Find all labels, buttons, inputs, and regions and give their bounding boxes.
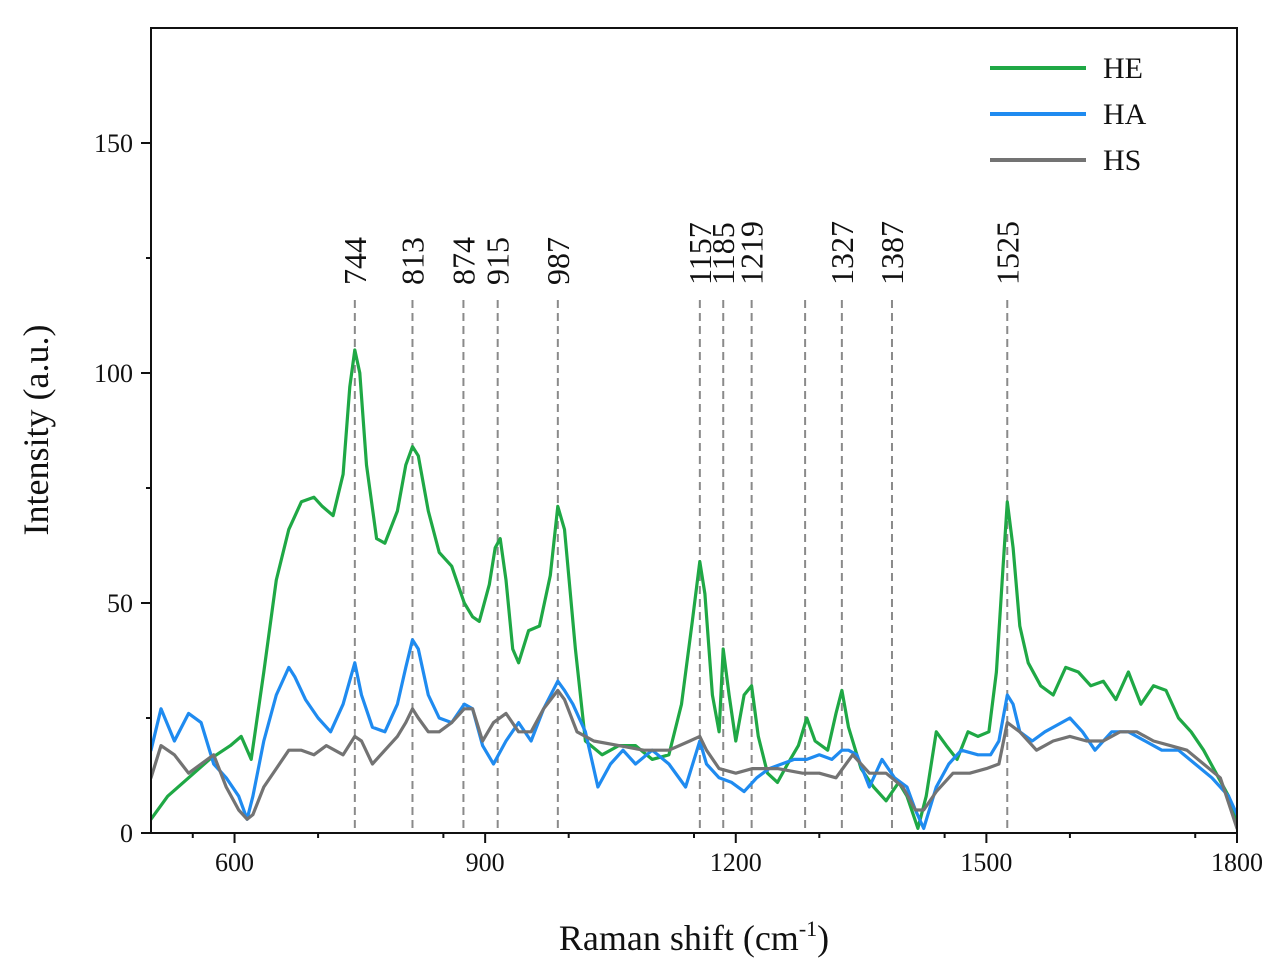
x-axis-title: Raman shift (cm-1) (559, 916, 829, 958)
y-tick-label-50: 50 (107, 589, 133, 618)
legend-label-he: HE (1103, 52, 1143, 85)
y-tick-label-0: 0 (120, 819, 133, 848)
spectra-series (151, 348, 1237, 831)
y-axis-ticks: 0 50 100 150 (94, 129, 151, 848)
legend: HE HA HS (990, 52, 1147, 177)
x-tick-label-900: 900 (466, 848, 505, 877)
peak-label-1525: 1525 (989, 221, 1025, 285)
x-tick-label-1500: 1500 (960, 848, 1012, 877)
peak-label-987: 987 (540, 237, 576, 285)
legend-label-ha: HA (1103, 98, 1147, 131)
peak-label-1387: 1387 (874, 221, 910, 285)
peak-label-813: 813 (394, 237, 430, 285)
peak-label-1185: 1185 (705, 222, 741, 285)
peak-label-744: 744 (337, 237, 373, 285)
series-line-ha (151, 638, 1237, 831)
peak-reference-lines (353, 300, 1009, 833)
y-tick-label-150: 150 (94, 129, 133, 158)
legend-label-hs: HS (1103, 144, 1141, 177)
y-tick-label-100: 100 (94, 359, 133, 388)
peak-label-1327: 1327 (824, 221, 860, 285)
x-tick-label-1200: 1200 (710, 848, 762, 877)
x-axis-ticks: 600 900 1200 1500 1800 (191, 833, 1263, 877)
peak-label-915: 915 (480, 237, 516, 285)
peak-label-1219: 1219 (734, 221, 770, 285)
x-tick-label-600: 600 (215, 848, 254, 877)
peak-label-1157: 1157 (682, 222, 718, 285)
series-line-hs (151, 688, 1237, 831)
y-axis-title: Intensity (a.u.) (16, 325, 56, 536)
x-tick-label-1800: 1800 (1211, 848, 1263, 877)
peak-label-874: 874 (445, 237, 481, 285)
series-line-he (151, 348, 1237, 831)
